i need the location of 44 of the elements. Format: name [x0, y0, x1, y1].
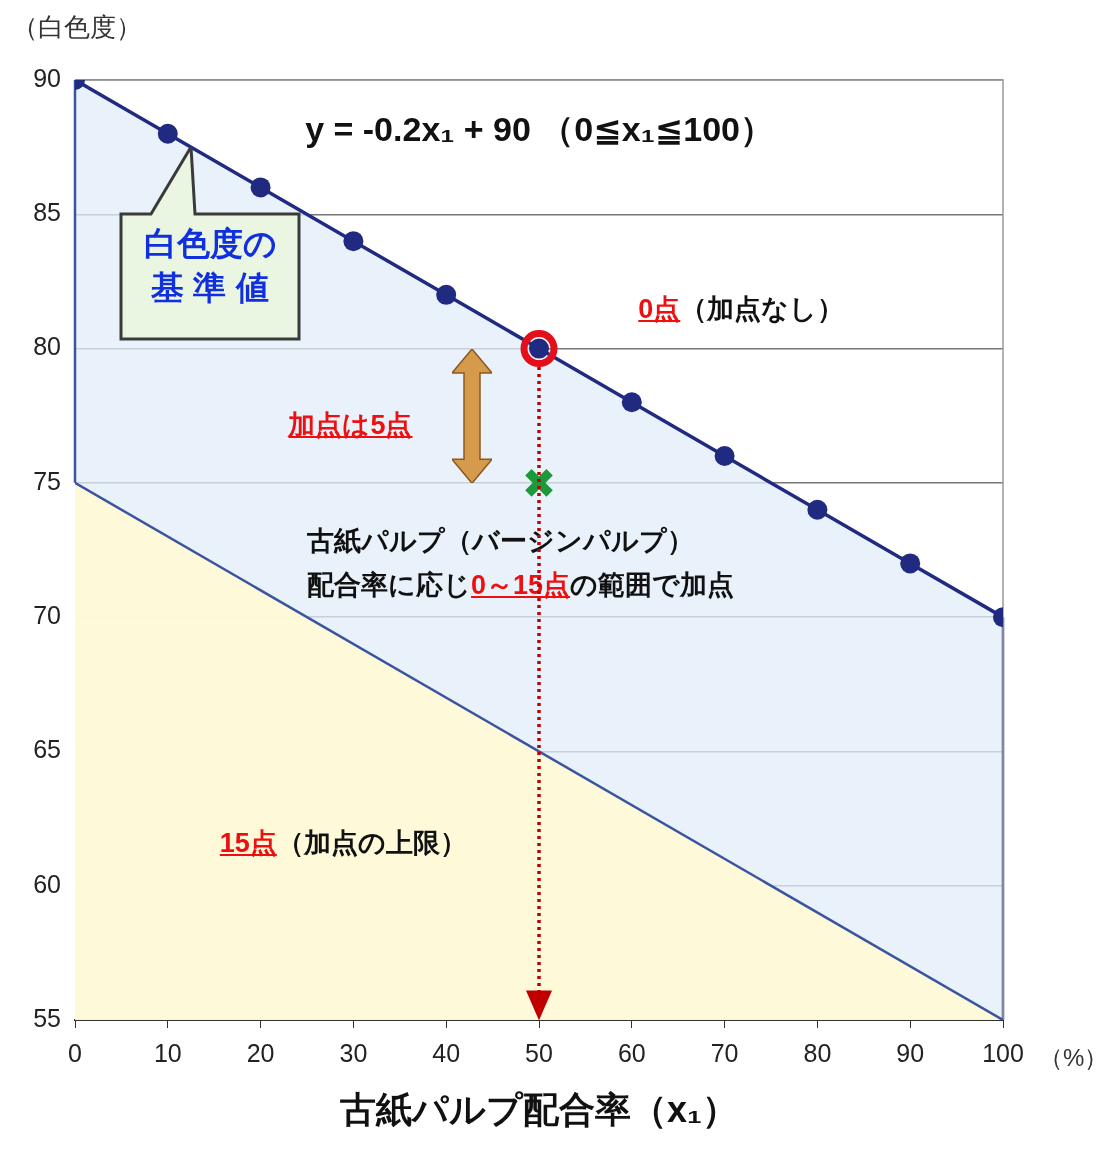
annotation: 白色度の基 準 値 — [142, 224, 278, 309]
point — [436, 284, 457, 305]
annotation: 配合率に応じ — [307, 569, 471, 600]
x-tick-label: 90 — [896, 1038, 925, 1067]
annotation: y = -0.2x₁ + 90 （0≦x₁≦100） — [305, 109, 774, 148]
x-tick-label: 50 — [525, 1038, 553, 1067]
x-tick-label: 20 — [246, 1038, 275, 1067]
x-tick-label: 70 — [710, 1038, 739, 1067]
y-axis-title: （白色度） — [12, 11, 142, 44]
annotation: （加点の上限） — [276, 827, 467, 858]
point — [343, 231, 364, 252]
point — [523, 467, 555, 498]
y-tick-label: 75 — [33, 466, 61, 495]
speech-bubble: 白色度の基 準 値 — [119, 147, 301, 342]
annotation: 15点 — [219, 827, 277, 858]
annotation: 加点は5点 — [288, 409, 413, 440]
x-tick-label: 80 — [803, 1038, 832, 1067]
point — [157, 123, 178, 144]
point — [621, 392, 642, 413]
annotation: 0点 — [638, 293, 681, 324]
text: （%） — [1039, 1043, 1102, 1073]
x-tick-label: 10 — [153, 1038, 182, 1067]
point — [520, 330, 558, 368]
y-tick-label: 90 — [33, 63, 61, 92]
annotation: の範囲で加点 — [570, 569, 735, 600]
x-tick-label: 60 — [617, 1038, 646, 1067]
y-tick-label: 85 — [33, 198, 61, 227]
x-tick-label: 40 — [432, 1038, 461, 1067]
x-tick-label: 100 — [982, 1038, 1024, 1067]
point — [250, 177, 271, 198]
x-axis-title: 古紙パルプ配合率（x₁） — [339, 1088, 739, 1132]
point — [807, 499, 828, 520]
point — [714, 446, 735, 466]
y-tick-label: 80 — [33, 332, 61, 361]
annotation: （加点なし） — [680, 293, 845, 324]
y-tick-label: 70 — [33, 601, 61, 630]
y-tick-label: 55 — [33, 1003, 61, 1032]
x-tick-label: 30 — [339, 1038, 368, 1067]
annotation: 0～15点 — [471, 569, 571, 600]
y-tick-label: 60 — [33, 869, 61, 898]
annotation: 古紙パルプ（バージンパルプ） — [307, 525, 694, 556]
y-tick-label: 65 — [33, 735, 61, 764]
point — [900, 553, 921, 574]
x-tick-label: 0 — [68, 1038, 82, 1067]
